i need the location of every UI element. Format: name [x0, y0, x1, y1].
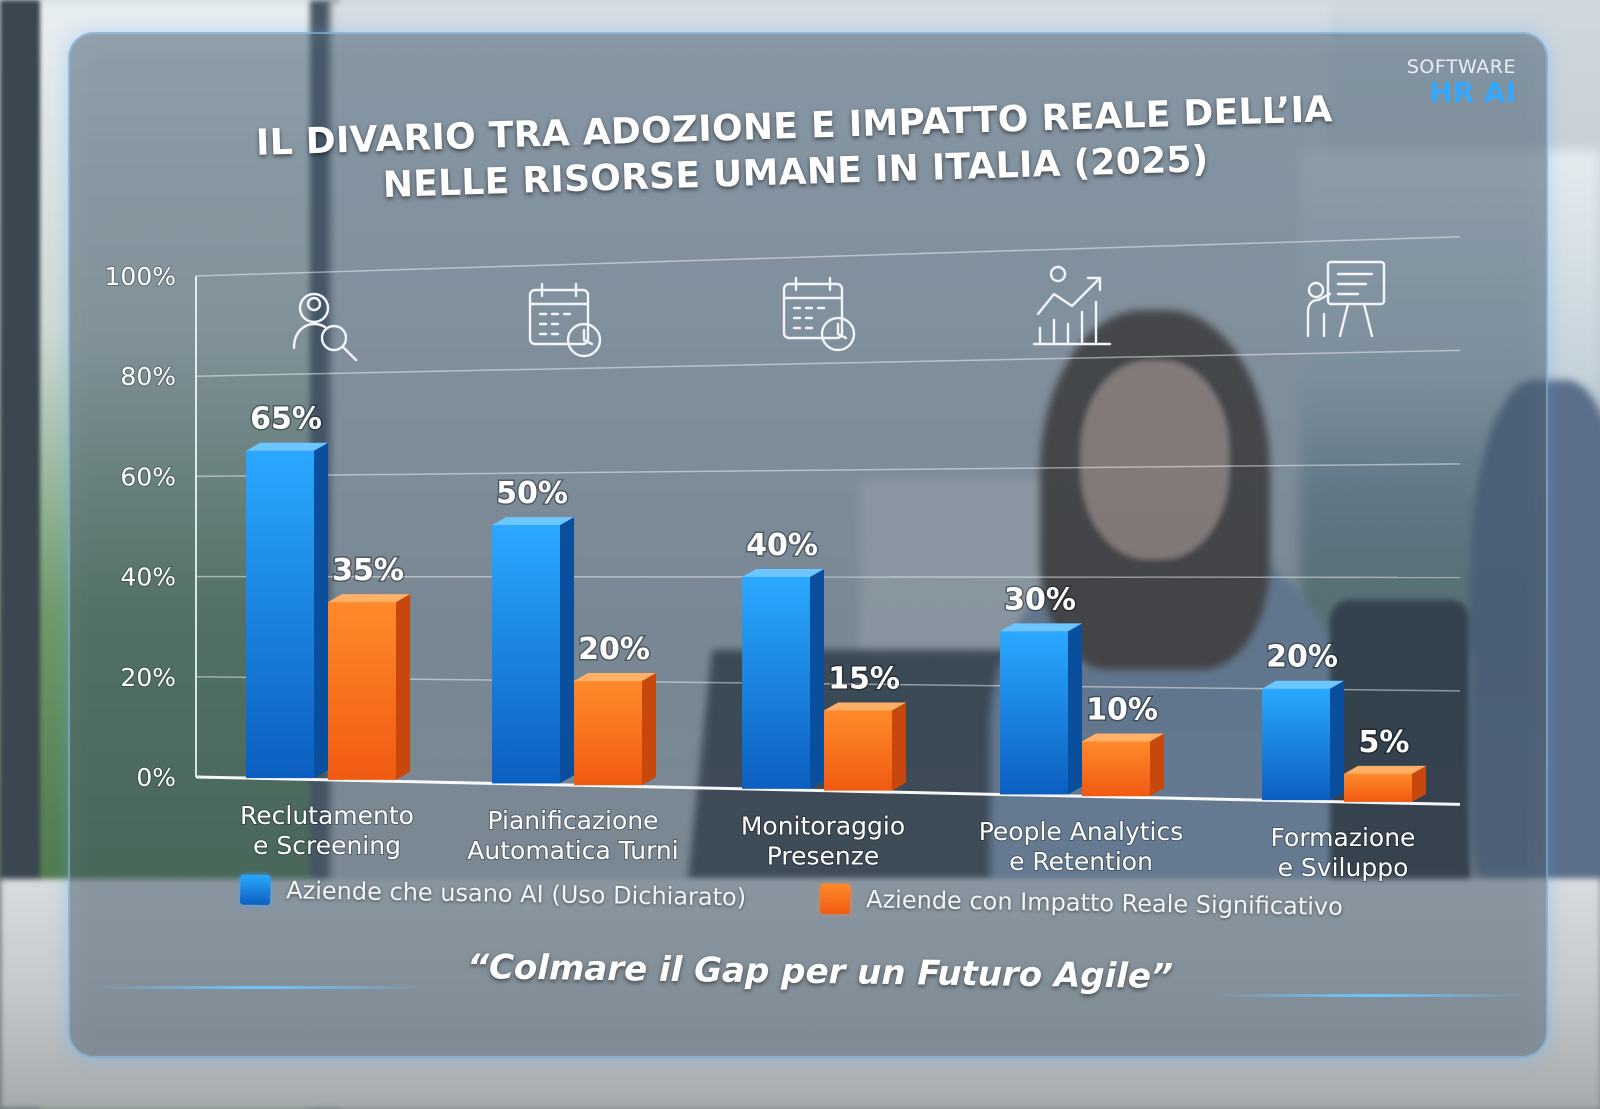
bar-adoption-side [314, 442, 328, 779]
calendar-clock-icon [524, 278, 610, 364]
bar-impact-side [1150, 733, 1164, 797]
bar-adoption-top [492, 517, 574, 526]
y-tick-label: 40% [120, 563, 176, 592]
bar-adoption-side [1068, 623, 1082, 795]
data-label: 50% [496, 476, 568, 511]
brand-line-1: SOFTWARE [1406, 56, 1516, 78]
legend-label: Aziende con Impatto Reale Significativo [865, 885, 1344, 921]
bar-adoption-top [246, 442, 328, 451]
bar-impact-side [1412, 765, 1426, 802]
brand-line-2: HR AI [1429, 76, 1516, 109]
data-label: 40% [746, 528, 818, 563]
legend-item-impact: Aziende con Impatto Reale Significativo [819, 883, 1344, 922]
legend-label: Aziende che usano AI (Uso Dichiarato) [286, 876, 747, 912]
x-tick-label: Pianificazione [488, 806, 659, 835]
bar-impact [1082, 741, 1150, 797]
x-tick-label: e Screening [253, 831, 401, 860]
data-label: 30% [1004, 582, 1076, 617]
bar-impact-top [1082, 733, 1164, 742]
x-tick-label: Formazione [1271, 823, 1416, 852]
y-tick-label: 100% [105, 262, 176, 291]
bar-impact [824, 710, 892, 791]
bar-impact-top [574, 673, 656, 682]
bar-impact-side [642, 673, 656, 786]
data-label: 65% [250, 402, 322, 437]
bar-impact-top [1344, 765, 1426, 774]
y-tick-label: 60% [120, 462, 176, 491]
bar-adoption-top [1262, 680, 1344, 689]
y-tick-label: 80% [120, 362, 176, 391]
y-tick-label: 0% [136, 763, 176, 792]
calendar-clock-icon [778, 272, 864, 358]
bar-adoption-top [1000, 623, 1082, 632]
bar-adoption-side [560, 517, 574, 784]
x-tick-label: Presenze [767, 842, 880, 871]
decorative-glow-line [90, 986, 430, 989]
brand-logo: SOFTWARE HR AI [1407, 58, 1516, 107]
x-tick-label: e Sviluppo [1278, 853, 1409, 882]
bar-adoption [246, 450, 314, 779]
x-tick-label: Automatica Turni [467, 836, 678, 865]
data-label: 10% [1086, 692, 1158, 727]
gridline [195, 575, 1461, 579]
bar-impact-side [892, 702, 906, 791]
bar-adoption [1262, 688, 1330, 801]
bar-impact-top [824, 702, 906, 711]
person-search-icon [278, 282, 364, 368]
bar-impact-side [396, 594, 410, 780]
bar-adoption [492, 525, 560, 784]
data-label: 20% [1266, 640, 1338, 675]
gridline [195, 349, 1461, 377]
x-tick-label: Monitoraggio [741, 812, 905, 841]
bar-adoption-side [810, 568, 824, 789]
bar-adoption [1000, 631, 1068, 795]
legend-swatch-impact [819, 883, 851, 915]
x-tick-label: Reclutamento [240, 801, 414, 830]
y-tick-label: 20% [120, 663, 176, 692]
bar-impact [328, 602, 396, 780]
data-label: 35% [332, 553, 404, 588]
bar-impact [1344, 773, 1412, 802]
data-label: 20% [578, 632, 650, 667]
x-tick-label: People Analytics [979, 817, 1184, 846]
gridline [195, 463, 1461, 478]
legend-swatch-adoption [240, 874, 271, 906]
bar-adoption [742, 576, 810, 789]
analytics-chart-icon [1030, 262, 1116, 348]
bar-impact-top [328, 594, 410, 603]
x-axis-baseline [195, 775, 1461, 806]
decorative-glow-line [1210, 994, 1530, 997]
x-tick-label: e Retention [1009, 847, 1153, 876]
data-label: 15% [828, 662, 900, 697]
bar-adoption-side [1330, 680, 1344, 801]
bar-adoption-top [742, 568, 824, 577]
legend-item-adoption: Aziende che usano AI (Uso Dichiarato) [240, 874, 747, 913]
presentation-board-icon [1302, 256, 1388, 342]
gridline [195, 236, 1461, 277]
bar-impact [574, 681, 642, 786]
data-label: 5% [1359, 725, 1410, 760]
